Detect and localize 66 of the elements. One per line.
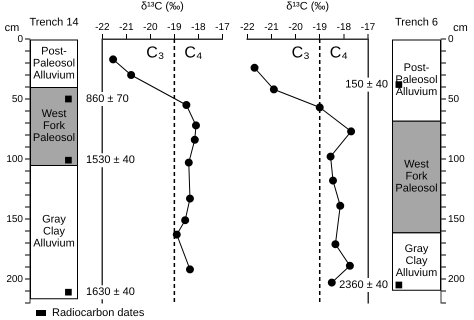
series-label: West Fork Paleosol	[32, 108, 76, 144]
x-tick-label: Trench 6	[394, 16, 438, 28]
y-tick-label: 100	[448, 154, 466, 165]
point	[109, 55, 118, 64]
y-axis-title: cm	[453, 22, 468, 34]
point	[346, 262, 354, 270]
point	[326, 152, 335, 161]
x-tick-label: -22	[240, 22, 255, 33]
annotation: C₃	[146, 44, 164, 62]
point	[250, 64, 259, 72]
data-label: 1630 ± 40	[86, 286, 135, 298]
y-tick-label: 200	[448, 274, 466, 285]
x-tick-label: -20	[288, 22, 304, 33]
point	[192, 121, 200, 130]
point	[172, 230, 181, 239]
y-axis-title: cm	[4, 22, 20, 34]
data-label: 1530 ± 40	[86, 154, 135, 166]
x-tick-label: -22	[95, 22, 110, 33]
x-tick-label: -19	[167, 22, 182, 33]
series-label: West Fork Paleosol	[395, 158, 438, 194]
point	[328, 278, 336, 287]
x-tick-label: -20	[143, 22, 158, 33]
point	[328, 176, 337, 185]
x-tick-label: -18	[336, 22, 352, 33]
point	[182, 101, 190, 109]
point	[186, 194, 194, 203]
point	[336, 202, 344, 210]
point	[65, 288, 72, 296]
x-tick-label: -17	[360, 22, 376, 33]
data-label: 2360 ± 40	[339, 279, 388, 292]
annotation: C₃	[292, 44, 310, 62]
data-label: 150 ± 40	[345, 78, 388, 91]
x-tick-label: -17	[215, 22, 230, 33]
legend-label: Radiocarbon dates	[52, 307, 145, 320]
point	[186, 265, 194, 274]
y-tick-label: 50	[448, 94, 460, 105]
x-axis-title: δ¹³C (‰)	[286, 0, 330, 13]
series-label: Post-Paleosol Alluvium	[395, 62, 438, 98]
y-tick-label: 200	[6, 274, 24, 285]
point	[184, 158, 193, 167]
y-tick-label: 150	[6, 214, 24, 225]
annotation: C₄	[330, 44, 348, 62]
point	[270, 85, 278, 94]
point	[65, 96, 72, 102]
point	[347, 127, 356, 136]
y-tick-label: 0	[448, 34, 454, 45]
point	[181, 216, 190, 224]
point	[65, 156, 72, 164]
y-tick-label: 50	[12, 94, 24, 105]
x-tick-label: -21	[264, 22, 280, 33]
x-axis-title: δ¹³C (‰)	[140, 0, 184, 13]
annotation: C₄	[184, 44, 202, 62]
x-tick-label: -19	[312, 22, 328, 33]
series-label: Post-Paleosol Alluvium	[32, 45, 76, 82]
y-tick-label: 150	[448, 214, 466, 225]
x-tick-label: -21	[119, 22, 134, 33]
y-tick-label: 100	[6, 154, 24, 165]
series-label: Gray Clay Alluvium	[33, 214, 75, 250]
series-label: Gray Clay Alluvium	[396, 243, 438, 280]
point	[190, 136, 199, 144]
x-tick-label: -18	[191, 22, 206, 33]
x-tick-label: Trench 14	[29, 16, 79, 28]
y-tick-label: 0	[17, 34, 24, 45]
data-label: 860 ± 70	[86, 93, 129, 106]
point	[127, 71, 136, 79]
point	[331, 240, 340, 248]
